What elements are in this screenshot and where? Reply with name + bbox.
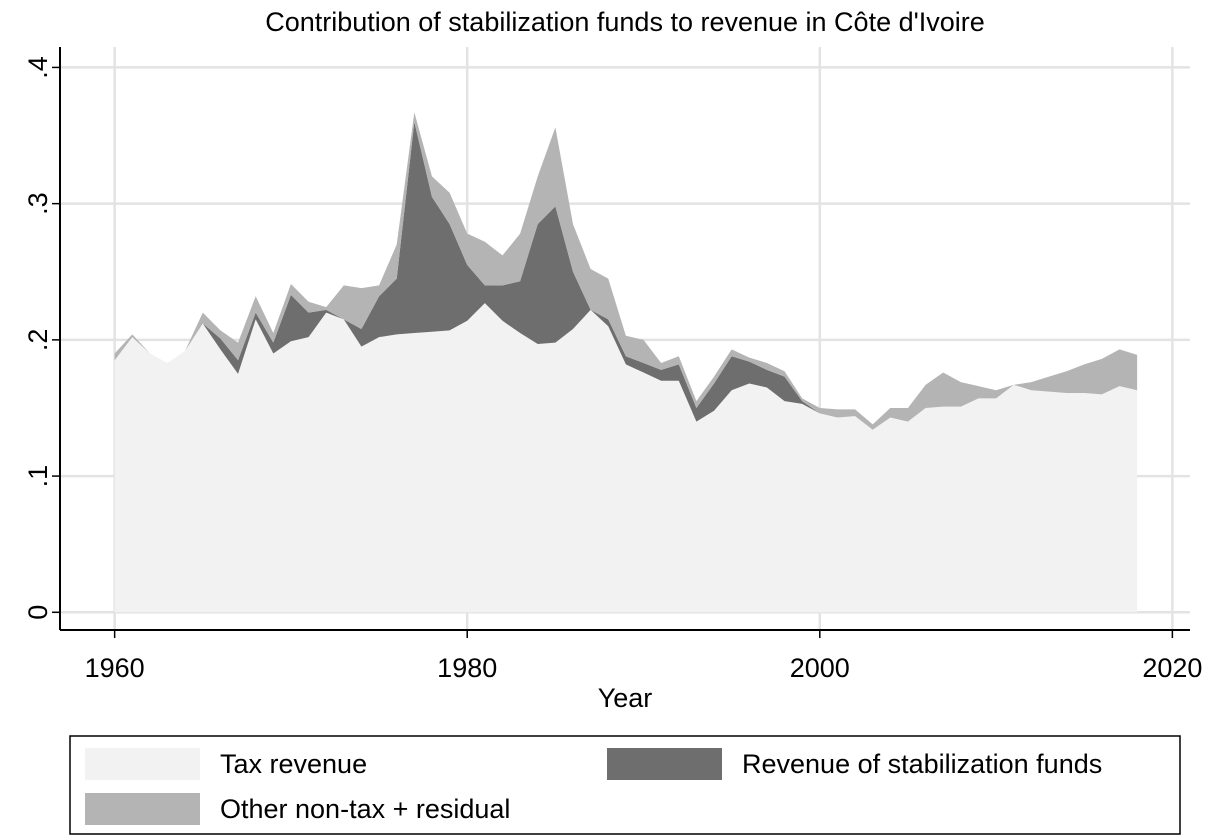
chart-title: Contribution of stabilization funds to r… bbox=[265, 7, 985, 37]
x-tick-label: 1980 bbox=[437, 653, 497, 683]
legend-label: Other non-tax + residual bbox=[220, 794, 510, 824]
x-tick-label: 2020 bbox=[1142, 653, 1202, 683]
legend-swatch bbox=[85, 748, 200, 780]
y-tick-label: .3 bbox=[23, 192, 53, 215]
y-tick-label: 0 bbox=[23, 605, 53, 620]
legend: Tax revenue Revenue of stabilization fund… bbox=[69, 735, 1181, 835]
legend-label: Tax revenue bbox=[220, 749, 367, 779]
x-axis-label: Year bbox=[598, 683, 653, 713]
y-tick-label: .4 bbox=[23, 56, 53, 79]
y-tick-label: .2 bbox=[23, 329, 53, 352]
legend-label: Revenue of stabilization funds bbox=[742, 749, 1102, 779]
legend-swatch bbox=[607, 748, 722, 780]
legend-swatch bbox=[85, 793, 200, 825]
y-tick-label: .1 bbox=[23, 465, 53, 488]
x-tick-label: 1960 bbox=[85, 653, 145, 683]
x-tick-label: 2000 bbox=[790, 653, 850, 683]
area bbox=[114, 303, 1138, 613]
